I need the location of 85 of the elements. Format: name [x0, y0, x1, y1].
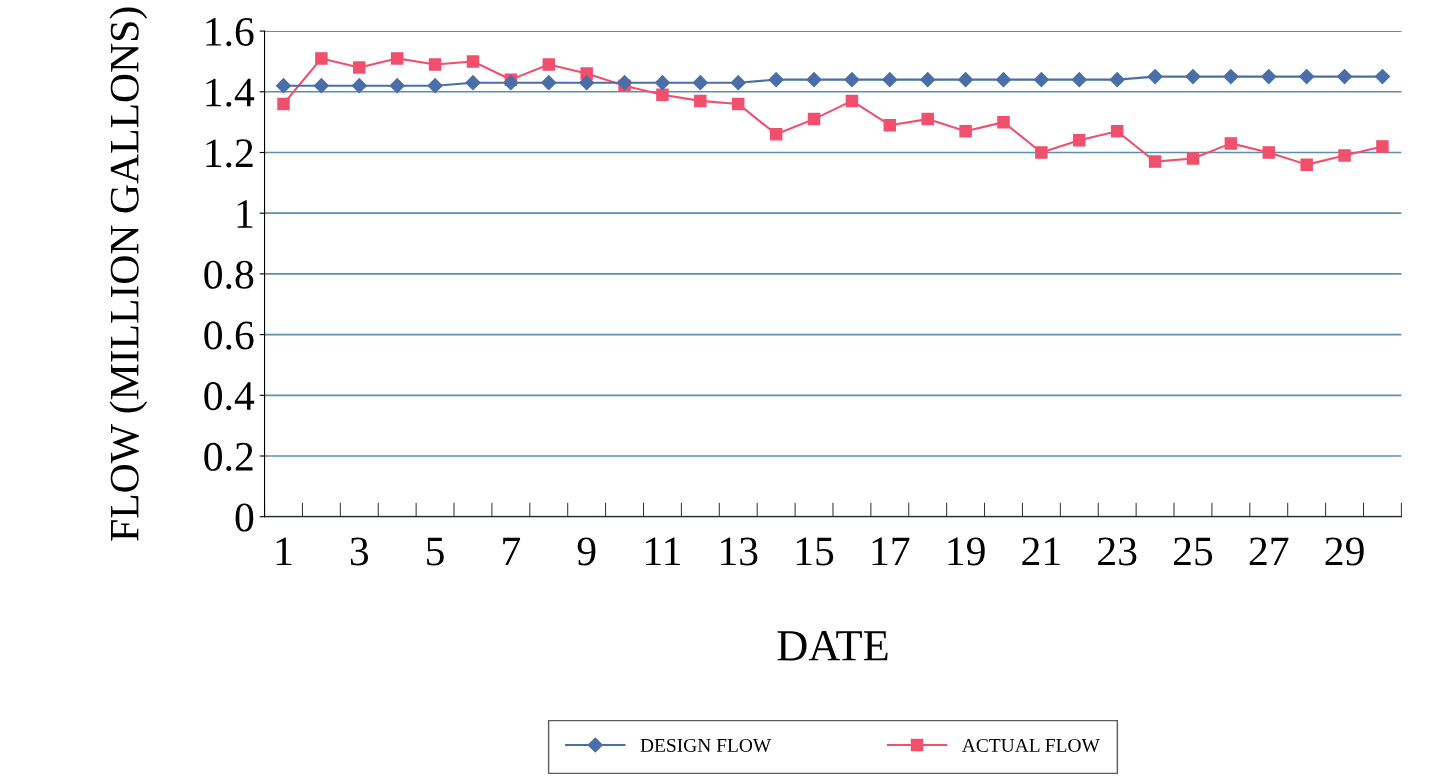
point	[883, 118, 897, 132]
point	[389, 78, 405, 94]
y-tick-label: 1.2	[206, 139, 253, 168]
point	[1374, 69, 1391, 85]
point	[1033, 72, 1049, 88]
point	[503, 75, 519, 91]
point	[579, 75, 595, 91]
point	[353, 61, 366, 74]
point	[1224, 137, 1238, 150]
y-tick-label: 1	[237, 200, 253, 228]
point	[995, 72, 1012, 88]
x-tick-label: 1	[276, 537, 292, 566]
x-tick-label: 27	[1249, 537, 1289, 566]
point	[275, 78, 292, 94]
point	[769, 128, 783, 141]
point	[1186, 152, 1200, 165]
point	[428, 58, 442, 71]
point	[1035, 146, 1048, 159]
x-tick-label: 19	[948, 537, 985, 566]
x-tick-label: 11	[646, 537, 680, 566]
point	[997, 115, 1010, 129]
point	[616, 75, 633, 91]
point	[1336, 69, 1353, 85]
point	[1148, 155, 1162, 168]
y-tick-label: 0.6	[204, 321, 254, 350]
point	[466, 55, 480, 68]
x-tick-label: 7	[503, 537, 521, 566]
y-tick-label: 1.4	[206, 78, 255, 107]
point	[542, 58, 556, 71]
point	[845, 94, 859, 108]
point	[656, 88, 669, 102]
point	[692, 75, 708, 91]
point	[1110, 124, 1124, 138]
point	[1299, 69, 1315, 85]
x-tick-label: 3	[350, 537, 369, 566]
point	[1300, 158, 1313, 171]
point	[958, 72, 974, 88]
point	[427, 78, 443, 94]
point	[1073, 134, 1086, 147]
point	[313, 78, 329, 94]
y-tick-label: 0	[235, 503, 254, 532]
point	[921, 112, 934, 126]
x-tick-label: 25	[1173, 537, 1213, 566]
y-tick-label: 1.6	[206, 17, 254, 47]
x-tick-label: 29	[1325, 537, 1364, 566]
point	[807, 112, 821, 126]
x-tick-label: 23	[1098, 537, 1137, 566]
point	[959, 124, 972, 138]
y-axis-title: FLOW (MILLION GALLONS)	[109, 7, 148, 541]
y-tick-label: 0.2	[204, 442, 253, 472]
point	[1262, 146, 1276, 159]
point	[920, 72, 936, 88]
point	[390, 52, 404, 65]
x-tick-label: 15	[796, 537, 834, 566]
point	[731, 97, 745, 111]
y-tick-label: 0.8	[204, 260, 254, 289]
legend-label: ACTUAL FLOW	[961, 738, 1100, 753]
point	[844, 72, 860, 88]
point	[1261, 69, 1277, 85]
point	[1338, 149, 1351, 162]
point	[806, 72, 822, 88]
point	[694, 94, 707, 108]
x-tick-label: 21	[1022, 537, 1060, 566]
point	[315, 52, 328, 65]
point	[730, 75, 746, 91]
point	[465, 75, 481, 91]
x-tick-label: 9	[577, 537, 596, 566]
x-tick-label: 5	[427, 537, 444, 566]
x-axis-title: DATE	[777, 630, 888, 661]
point	[541, 75, 557, 91]
x-tick-label: 17	[872, 537, 910, 566]
point	[1147, 69, 1163, 85]
legend-label: DESIGN FLOW	[640, 738, 772, 753]
x-tick-label: 13	[721, 537, 758, 566]
point	[882, 72, 898, 88]
point	[351, 78, 367, 94]
point	[654, 75, 671, 91]
point	[768, 72, 784, 88]
point	[1185, 69, 1201, 85]
point	[277, 97, 290, 111]
point	[1109, 72, 1125, 88]
point	[1376, 140, 1389, 153]
point	[1071, 72, 1087, 88]
y-tick-label: 0.4	[204, 382, 255, 411]
point	[1223, 69, 1239, 85]
